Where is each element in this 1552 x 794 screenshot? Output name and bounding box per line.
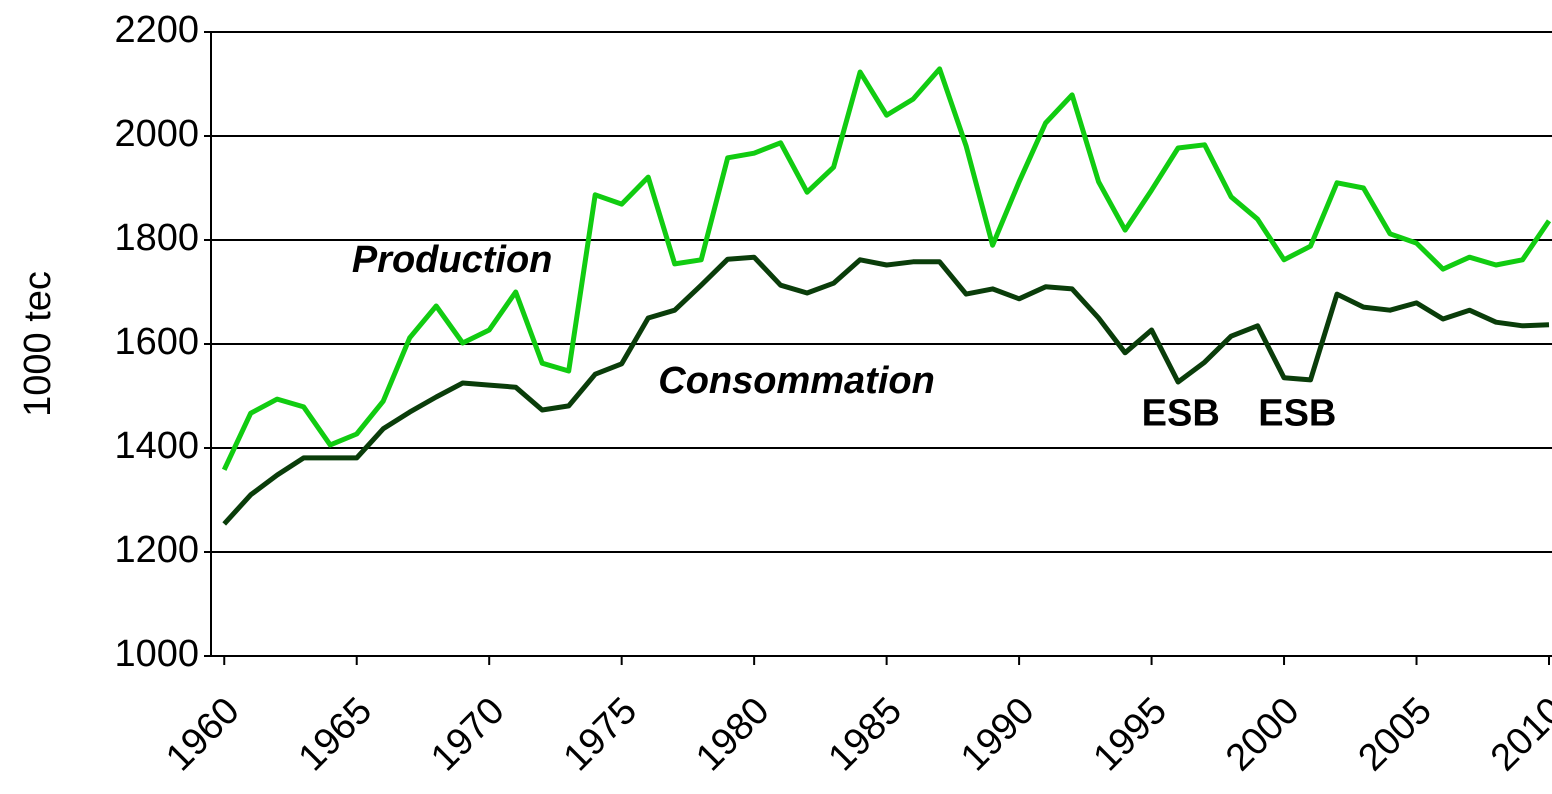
x-tick-label: 1970 xyxy=(423,690,512,779)
y-tick-label: 1400 xyxy=(114,425,199,467)
x-tick-label: 1965 xyxy=(291,690,380,779)
y-tick-label: 1800 xyxy=(114,217,199,259)
x-tick-label: 1960 xyxy=(158,690,247,779)
x-tick-label: 1990 xyxy=(953,690,1042,779)
annotation: ESB xyxy=(1258,392,1336,434)
y-axis-label: 1000 tec xyxy=(17,271,59,417)
series-label: Consommation xyxy=(658,360,935,402)
y-tick-label: 1200 xyxy=(114,529,199,571)
x-tick-label: 1995 xyxy=(1086,690,1175,779)
x-tick-label: 2000 xyxy=(1218,690,1307,779)
y-tick-label: 2200 xyxy=(114,9,199,51)
y-tick-label: 2000 xyxy=(114,113,199,155)
annotation: ESB xyxy=(1142,392,1220,434)
x-tick-label: 1985 xyxy=(821,690,910,779)
series-line xyxy=(222,254,1550,526)
y-tick-label: 1000 xyxy=(114,633,199,675)
x-tick-label: 2010 xyxy=(1483,690,1552,779)
x-tick-label: 2005 xyxy=(1350,690,1439,779)
x-tick-label: 1980 xyxy=(688,690,777,779)
series-line xyxy=(221,66,1552,471)
series-label: Production xyxy=(352,239,553,281)
y-tick-label: 1600 xyxy=(114,321,199,363)
x-tick-label: 1975 xyxy=(556,690,645,779)
